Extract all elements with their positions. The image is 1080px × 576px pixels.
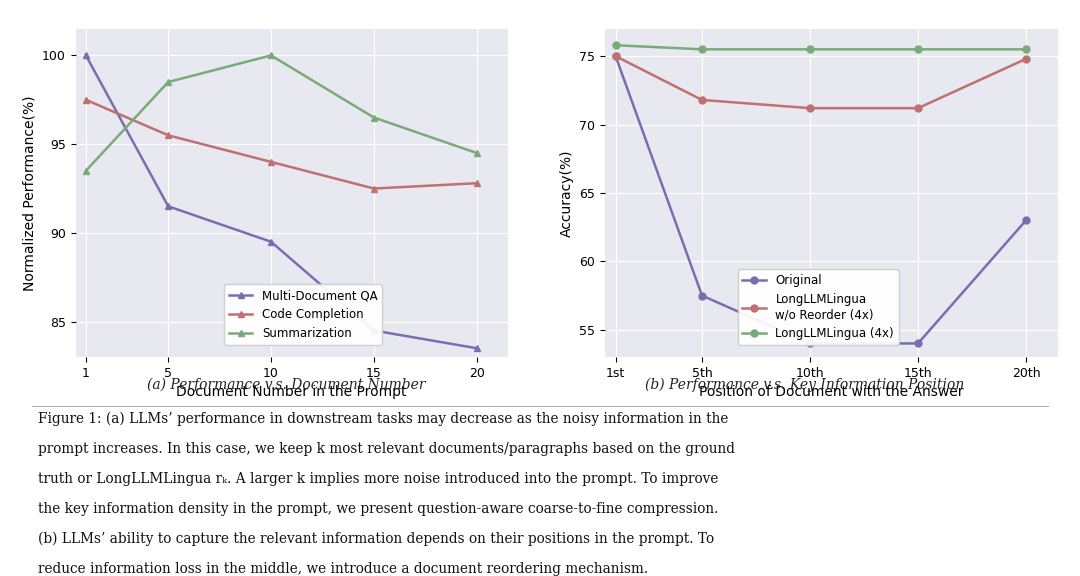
Multi-Document QA xyxy=(367,327,380,334)
Code Completion xyxy=(80,96,93,103)
Line: Original: Original xyxy=(612,52,1029,347)
Legend: Original, LongLLMLingua
w/o Reorder (4x), LongLLMLingua (4x): Original, LongLLMLingua w/o Reorder (4x)… xyxy=(738,270,899,344)
Summarization xyxy=(162,78,175,85)
Text: (a) Performance v.s. Document Number: (a) Performance v.s. Document Number xyxy=(147,377,426,392)
LongLLMLingua
w/o Reorder (4x) xyxy=(696,97,708,104)
LongLLMLingua (4x) xyxy=(696,46,708,53)
Original xyxy=(804,340,816,347)
Original xyxy=(609,53,622,60)
Line: Code Completion: Code Completion xyxy=(82,96,481,192)
Code Completion xyxy=(470,180,483,187)
Text: truth or LongLLMLingua rₖ. A larger k implies more noise introduced into the pro: truth or LongLLMLingua rₖ. A larger k im… xyxy=(38,472,718,486)
Text: (b) Performance v.s. Key Information Position: (b) Performance v.s. Key Information Pos… xyxy=(645,377,964,392)
LongLLMLingua
w/o Reorder (4x) xyxy=(804,105,816,112)
Y-axis label: Accuracy(%): Accuracy(%) xyxy=(559,149,573,237)
Code Completion xyxy=(367,185,380,192)
Text: Figure 1: (a) LLMs’ performance in downstream tasks may decrease as the noisy in: Figure 1: (a) LLMs’ performance in downs… xyxy=(38,412,728,426)
Summarization xyxy=(80,167,93,174)
Line: LongLLMLingua (4x): LongLLMLingua (4x) xyxy=(612,41,1029,53)
LongLLMLingua (4x) xyxy=(804,46,816,53)
Summarization xyxy=(367,114,380,121)
LongLLMLingua (4x) xyxy=(912,46,924,53)
Text: the key information density in the prompt, we present question-aware coarse-to-f: the key information density in the promp… xyxy=(38,502,718,516)
Legend: Multi-Document QA, Code Completion, Summarization: Multi-Document QA, Code Completion, Summ… xyxy=(224,285,382,344)
LongLLMLingua
w/o Reorder (4x) xyxy=(1020,55,1032,62)
Line: Multi-Document QA: Multi-Document QA xyxy=(82,52,481,352)
Multi-Document QA xyxy=(162,203,175,210)
X-axis label: Document Number in the Prompt: Document Number in the Prompt xyxy=(176,385,407,399)
LongLLMLingua (4x) xyxy=(1020,46,1032,53)
Original xyxy=(1020,217,1032,223)
Line: LongLLMLingua
w/o Reorder (4x): LongLLMLingua w/o Reorder (4x) xyxy=(612,52,1029,112)
Text: reduce information loss in the middle, we introduce a document reordering mechan: reduce information loss in the middle, w… xyxy=(38,562,648,575)
Text: prompt increases. In this case, we keep k most relevant documents/paragraphs bas: prompt increases. In this case, we keep … xyxy=(38,442,734,456)
Original xyxy=(696,292,708,299)
Multi-Document QA xyxy=(80,52,93,59)
X-axis label: Position of Document with the Answer: Position of Document with the Answer xyxy=(700,385,963,399)
LongLLMLingua
w/o Reorder (4x) xyxy=(609,53,622,60)
Text: (b) LLMs’ ability to capture the relevant information depends on their positions: (b) LLMs’ ability to capture the relevan… xyxy=(38,532,714,546)
LongLLMLingua
w/o Reorder (4x) xyxy=(912,105,924,112)
Line: Summarization: Summarization xyxy=(82,52,481,175)
Summarization xyxy=(265,52,278,59)
Multi-Document QA xyxy=(470,345,483,352)
Multi-Document QA xyxy=(265,238,278,245)
LongLLMLingua (4x) xyxy=(609,42,622,49)
Code Completion xyxy=(265,158,278,165)
Original xyxy=(912,340,924,347)
Y-axis label: Normalized Performance(%): Normalized Performance(%) xyxy=(23,95,37,291)
Code Completion xyxy=(162,132,175,139)
Summarization xyxy=(470,150,483,157)
